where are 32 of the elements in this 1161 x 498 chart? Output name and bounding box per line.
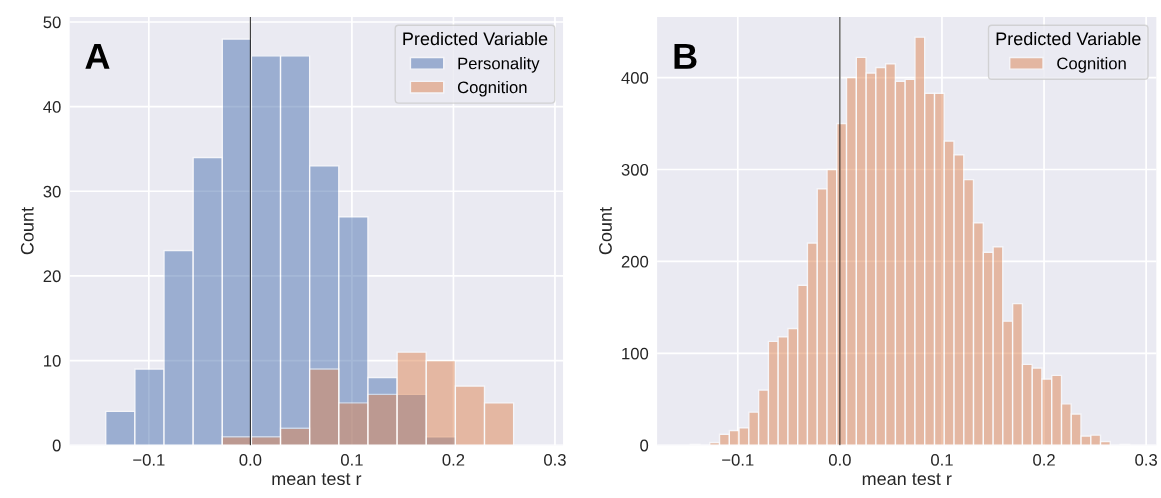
x-tick-label: 0.0 — [828, 453, 851, 466]
annotation: B — [674, 43, 697, 69]
y-tick-label: 300 — [621, 163, 649, 176]
legend-label: Personality — [458, 57, 540, 73]
x-tick-label: 0.0 — [239, 453, 262, 466]
legend-label: Cognition — [1057, 57, 1126, 73]
x-tick-label: 0.3 — [544, 453, 566, 466]
y-tick-label: 0 — [52, 439, 61, 452]
y-axis-title: Count — [599, 207, 612, 255]
y-tick-label: 30 — [43, 185, 61, 198]
x-tick-label: 0.2 — [1033, 453, 1055, 466]
y-tick-label: 20 — [43, 270, 61, 283]
legend-label: Cognition — [457, 80, 527, 97]
y-tick-label: 40 — [43, 101, 61, 113]
x-tick-label: 0.3 — [1135, 453, 1157, 466]
x-tick-label: −0.1 — [133, 453, 165, 466]
x-tick-label: 0.1 — [931, 453, 953, 466]
y-axis-title: Count — [20, 207, 34, 255]
y-tick-label: 10 — [44, 354, 61, 367]
annotation: A — [85, 43, 110, 69]
legend-title: Predicted Variable — [403, 31, 548, 46]
legend-title: Predicted Variable — [996, 31, 1141, 46]
y-tick-label: 50 — [43, 16, 61, 29]
y-tick-label: 400 — [621, 71, 649, 84]
y-tick-label: 100 — [622, 347, 649, 360]
y-tick-label: 0 — [640, 439, 649, 452]
y-tick-label: 200 — [621, 255, 649, 268]
x-tick-label: 0.2 — [442, 453, 465, 466]
x-tick-label: −0.1 — [722, 453, 754, 466]
x-tick-label: 0.1 — [340, 453, 363, 466]
x-axis-title: mean test r — [862, 473, 952, 486]
x-axis-title: mean test r — [272, 473, 362, 486]
